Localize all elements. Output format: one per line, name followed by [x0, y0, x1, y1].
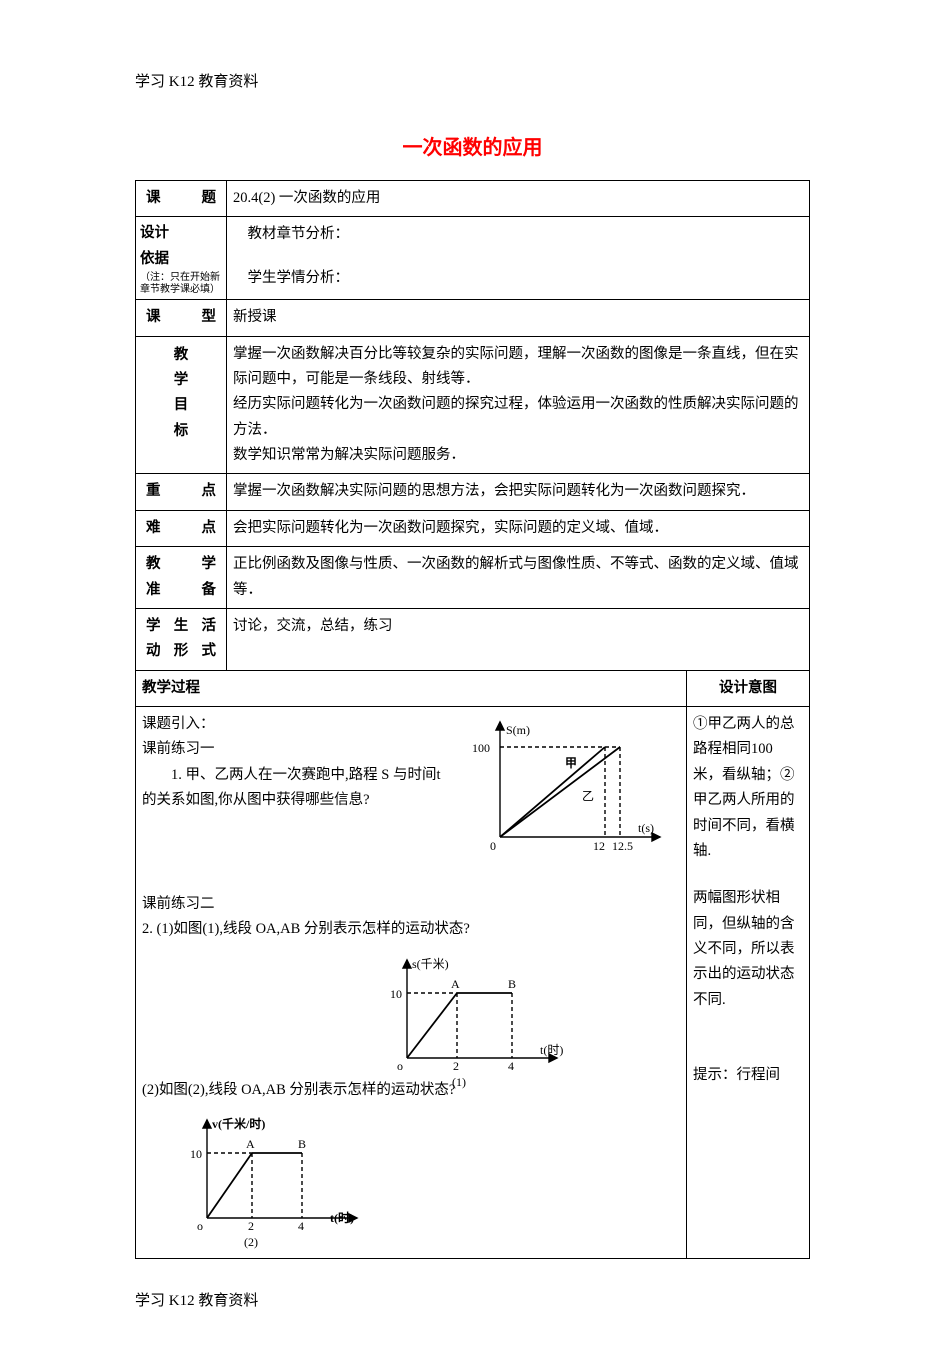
svg-text:甲: 甲: [565, 756, 577, 770]
chart-velocity: v(千米/时) 10 o 2 4 t(时) A B (2): [172, 1108, 372, 1253]
svg-text:4: 4: [508, 1059, 514, 1073]
row-difficulty: 难 点 会把实际问题转化为一次函数问题探究，实际问题的定义域、值域．: [136, 510, 810, 546]
intent-content: ①甲乙两人的总路程相同100 米，看纵轴；②甲乙两人所用的时间不同，看横轴. 两…: [687, 707, 810, 1259]
svg-text:4: 4: [298, 1219, 304, 1233]
label-goals: 教 学 目 标: [136, 336, 227, 474]
page-footer: 学习 K12 教育资料: [135, 1289, 810, 1310]
svg-text:o: o: [397, 1059, 403, 1073]
svg-text:0: 0: [490, 839, 496, 853]
svg-text:t(时): t(时): [540, 1043, 563, 1057]
header-process: 教学过程: [136, 670, 687, 706]
value-difficulty: 会把实际问题转化为一次函数问题探究，实际问题的定义域、值域．: [227, 510, 810, 546]
label-type: 课 型: [136, 300, 227, 336]
svg-text:12: 12: [593, 839, 605, 853]
value-prep: 正比例函数及图像与性质、一次函数的解析式与图像性质、不等式、函数的定义域、值域等…: [227, 547, 810, 609]
row-type: 课 型 新授课: [136, 300, 810, 336]
row-basis: 设计 依据 （注：只在开始新章节教学课必填） 教材章节分析： 学生学情分析：: [136, 217, 810, 300]
chart-race: S(m) 100 0 t(s) 12 12.5 甲 乙: [460, 712, 670, 862]
svg-text:12.5: 12.5: [612, 839, 633, 853]
label-focus: 重 点: [136, 474, 227, 510]
page-header: 学习 K12 教育资料: [135, 70, 810, 91]
label-prep: 教 学 准 备: [136, 547, 227, 609]
row-process-body: S(m) 100 0 t(s) 12 12.5 甲 乙 课题引入： 课前练习一 …: [136, 707, 810, 1259]
svg-text:B: B: [298, 1137, 306, 1151]
label-difficulty: 难 点: [136, 510, 227, 546]
value-focus: 掌握一次函数解决实际问题的思想方法，会把实际问题转化为一次函数问题探究．: [227, 474, 810, 510]
row-goals: 教 学 目 标 掌握一次函数解决百分比等较复杂的实际问题，理解一次函数的图像是一…: [136, 336, 810, 474]
svg-text:A: A: [246, 1137, 255, 1151]
row-activity: 学生活 动形式 讨论，交流，总结，练习: [136, 608, 810, 670]
row-topic: 课 题 20.4(2) 一次函数的应用: [136, 181, 810, 217]
svg-text:10: 10: [390, 987, 402, 1001]
row-prep: 教 学 准 备 正比例函数及图像与性质、一次函数的解析式与图像性质、不等式、函数…: [136, 547, 810, 609]
ex1-body: 1. 甲、乙两人在一次赛跑中,路程 S 与时间t 的关系如图,你从图中获得哪些信…: [142, 763, 442, 814]
value-type: 新授课: [227, 300, 810, 336]
svg-text:10: 10: [190, 1147, 202, 1161]
svg-text:t(时): t(时): [330, 1210, 354, 1225]
svg-text:乙: 乙: [582, 789, 594, 803]
page: 学习 K12 教育资料 一次函数的应用 课 题 20.4(2) 一次函数的应用 …: [0, 0, 945, 1350]
svg-text:2: 2: [248, 1219, 254, 1233]
chart-distance: s(千米) 10 o 2 4 t(时) A B (1): [372, 948, 572, 1093]
value-activity: 讨论，交流，总结，练习: [227, 608, 810, 670]
svg-text:B: B: [508, 977, 516, 991]
document-title: 一次函数的应用: [135, 131, 810, 160]
svg-text:(2): (2): [244, 1235, 258, 1249]
svg-text:t(s): t(s): [638, 821, 654, 835]
svg-text:s(千米): s(千米): [412, 957, 449, 971]
process-content: S(m) 100 0 t(s) 12 12.5 甲 乙 课题引入： 课前练习一 …: [136, 707, 687, 1259]
row-process-header: 教学过程 设计意图: [136, 670, 810, 706]
row-focus: 重 点 掌握一次函数解决实际问题的思想方法，会把实际问题转化为一次函数问题探究．: [136, 474, 810, 510]
label-basis: 设计 依据 （注：只在开始新章节教学课必填）: [136, 217, 227, 300]
ex2-q1: 2. (1)如图(1),线段 OA,AB 分别表示怎样的运动状态?: [142, 917, 680, 942]
svg-text:o: o: [197, 1219, 203, 1233]
svg-text:2: 2: [453, 1059, 459, 1073]
label-activity: 学生活 动形式: [136, 608, 227, 670]
value-topic: 20.4(2) 一次函数的应用: [227, 181, 810, 217]
svg-text:S(m): S(m): [506, 723, 530, 737]
header-intent: 设计意图: [687, 670, 810, 706]
ex2-q2: (2)如图(2),线段 OA,AB 分别表示怎样的运动状态?: [142, 1078, 680, 1103]
svg-text:100: 100: [472, 741, 490, 755]
svg-text:A: A: [451, 977, 460, 991]
ex2-title: 课前练习二: [142, 892, 680, 917]
lesson-plan-table: 课 题 20.4(2) 一次函数的应用 设计 依据 （注：只在开始新章节教学课必…: [135, 180, 810, 1259]
svg-text:v(千米/时): v(千米/时): [212, 1116, 265, 1131]
value-basis: 教材章节分析： 学生学情分析：: [227, 217, 810, 300]
label-topic: 课 题: [136, 181, 227, 217]
value-goals: 掌握一次函数解决百分比等较复杂的实际问题，理解一次函数的图像是一条直线，但在实际…: [227, 336, 810, 474]
